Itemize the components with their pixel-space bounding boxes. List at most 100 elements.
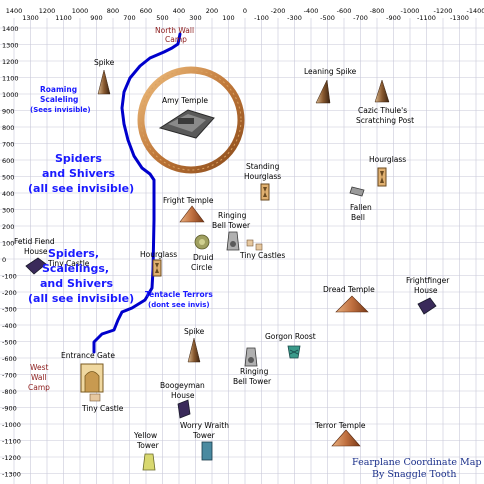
dread-temple[interactable]: Dread Temple <box>323 285 375 313</box>
west-wall-camp-line1: West <box>30 363 48 372</box>
hourglass-west-label: Hourglass <box>140 250 177 259</box>
worry-wraith-line2: Tower <box>192 431 216 440</box>
y-tick-label: 1200 <box>2 58 19 66</box>
west-wall-camp[interactable]: West Wall Camp <box>28 363 50 392</box>
map-credit: Fearplane Coordinate Map By Snaggle Toot… <box>352 457 482 480</box>
zone-sss-line4: (all see invisible) <box>28 292 134 305</box>
standing-hourglass-line2: Hourglass <box>244 172 281 181</box>
x-tick-label: -1200 <box>434 7 453 15</box>
y-tick-label: -1300 <box>2 471 21 479</box>
cazic-thule-post[interactable]: Cazic Thule's Scratching Post <box>356 79 414 125</box>
leaning-spike-label: Leaning Spike <box>304 67 357 76</box>
spike-icon <box>187 337 201 363</box>
bell-icon <box>244 347 258 367</box>
x-tick-label: -1100 <box>417 14 436 22</box>
x-tick-label: -400 <box>304 7 319 15</box>
druid-circle-line1: Druid <box>193 253 214 262</box>
y-tick-label: 1400 <box>2 25 19 33</box>
y-tick-label: -800 <box>2 388 17 396</box>
zone-tentacle-line2: (dont see invis) <box>148 301 210 309</box>
y-tick-label: -1200 <box>2 454 21 462</box>
entrance-gate-label: Entrance Gate <box>61 351 115 360</box>
tiny-castle-west[interactable]: Tiny Castle <box>47 259 90 268</box>
frightfinger-line2: House <box>414 286 438 295</box>
entrance-gate[interactable]: Entrance Gate <box>61 351 115 393</box>
fetid-fiend-house[interactable]: Fetid Fiend House <box>14 237 55 275</box>
temple-icon <box>158 109 215 139</box>
druid-circle[interactable]: Druid Circle <box>191 234 214 272</box>
gate-icon <box>80 363 104 393</box>
zone-roaming-scaleling: Roaming Scaleling (Sees invisible) <box>30 85 91 114</box>
fetid-fiend-line1: Fetid Fiend <box>14 237 55 246</box>
druid-circle-line2: Circle <box>191 263 212 272</box>
fright-temple-label: Fright Temple <box>163 196 214 205</box>
worry-wraith-tower[interactable]: Worry Wraith Tower <box>180 421 229 461</box>
y-tick-label: -100 <box>2 273 17 281</box>
tiny-castle-south-label: Tiny Castle <box>81 404 124 413</box>
x-tick-label: 100 <box>222 14 234 22</box>
ringing-bell-tower-north[interactable]: Ringing Bell Tower <box>212 211 251 251</box>
y-tick-label: -200 <box>2 289 17 297</box>
x-tick-label: 800 <box>107 7 119 15</box>
hourglass-east-label: Hourglass <box>369 155 406 164</box>
ringing-bell-north-line2: Bell Tower <box>212 221 251 230</box>
ringing-bell-south-line1: Ringing <box>240 367 269 376</box>
yellow-tower[interactable]: Yellow Tower <box>133 431 160 471</box>
bell-icon <box>349 186 365 197</box>
y-tick-label: -1000 <box>2 421 21 429</box>
spike-south[interactable]: Spike <box>184 327 205 363</box>
boogeyman-house[interactable]: Boogeyman House <box>160 381 205 419</box>
x-tick-label: 0 <box>243 7 247 15</box>
north-wall-camp-line1: North Wall <box>155 26 194 35</box>
gorgon-roost[interactable]: Gorgon Roost <box>265 332 316 359</box>
x-tick-label: 400 <box>173 7 185 15</box>
frightfinger-house[interactable]: Frightfinger House <box>406 276 450 315</box>
x-tick-label: 1300 <box>22 14 39 22</box>
tiny-castle-south[interactable]: Tiny Castle <box>81 393 124 413</box>
amy-temple-label: Amy Temple <box>162 96 208 105</box>
zone-spiders-line1: Spiders <box>55 152 102 165</box>
amy-temple-marker[interactable]: Amy Temple <box>137 66 245 174</box>
west-wall-camp-line3: Camp <box>28 383 50 392</box>
north-wall-camp[interactable]: North Wall Camp <box>155 26 194 44</box>
spike-nw[interactable]: Spike <box>94 58 115 95</box>
fallen-bell-line1: Fallen <box>350 203 372 212</box>
y-tick-label: 400 <box>2 190 14 198</box>
boogeyman-line1: Boogeyman <box>160 381 205 390</box>
zone-roaming-line2: Scaleling <box>40 95 78 104</box>
y-axis-ticks: 1400130012001100100090080070060050040030… <box>2 25 21 479</box>
x-tick-label: -800 <box>370 7 385 15</box>
ringing-bell-tower-south[interactable]: Ringing Bell Tower <box>233 347 272 386</box>
y-tick-label: 300 <box>2 207 14 215</box>
terror-temple-label: Terror Temple <box>314 421 366 430</box>
west-wall-camp-line2: Wall <box>31 373 47 382</box>
druid-circle-icon <box>194 234 210 250</box>
pyramid-icon <box>335 295 369 313</box>
zone-roaming-line3: (Sees invisible) <box>30 106 91 114</box>
hourglass-east[interactable]: Hourglass <box>369 155 406 187</box>
x-tick-label: 300 <box>189 14 201 22</box>
castle-icon <box>246 239 263 251</box>
house-icon <box>25 257 47 275</box>
standing-hourglass[interactable]: Standing Hourglass <box>244 162 281 201</box>
terror-temple[interactable]: Terror Temple <box>314 421 366 447</box>
tiny-castles[interactable]: Tiny Castles <box>239 239 285 260</box>
fright-temple[interactable]: Fright Temple <box>163 196 214 223</box>
x-tick-label: 600 <box>140 7 152 15</box>
y-tick-label: -400 <box>2 322 17 330</box>
leaning-spike[interactable]: Leaning Spike <box>304 67 357 104</box>
ringing-bell-south-line2: Bell Tower <box>233 377 272 386</box>
x-tick-label: 700 <box>123 14 135 22</box>
y-tick-label: -500 <box>2 339 17 347</box>
fallen-bell[interactable]: Fallen Bell <box>349 186 372 222</box>
x-tick-label: -300 <box>287 14 302 22</box>
bell-icon <box>226 231 240 251</box>
y-tick-label: 100 <box>2 240 14 248</box>
spike-south-label: Spike <box>184 327 205 336</box>
north-wall-camp-line2: Camp <box>165 35 187 44</box>
hourglass-icon <box>260 183 270 201</box>
x-tick-label: -1000 <box>401 7 420 15</box>
yellow-tower-line2: Tower <box>136 441 160 450</box>
roost-icon <box>287 345 301 359</box>
hourglass-west[interactable]: Hourglass <box>140 250 177 277</box>
